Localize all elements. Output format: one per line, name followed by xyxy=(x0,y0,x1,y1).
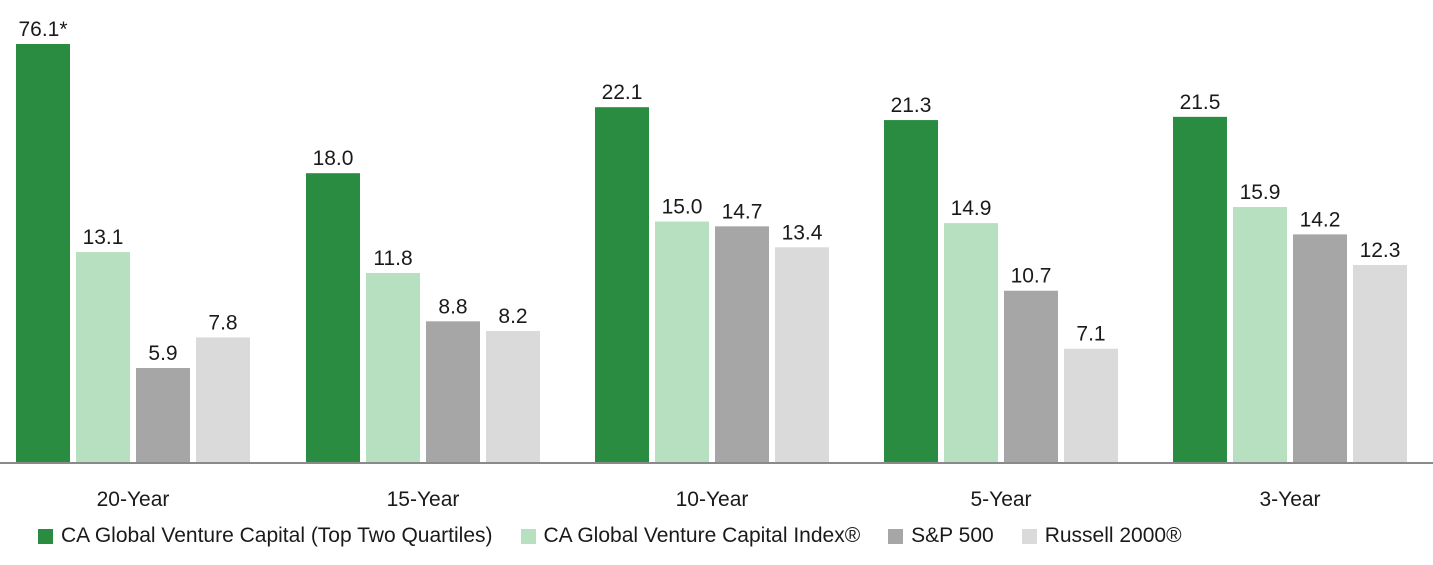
category-labels-group: 20-Year 15-Year 10-Year 5-Year 3-Year xyxy=(97,488,1321,510)
bar-value-label: 8.2 xyxy=(498,305,527,328)
legend-swatch-ca-index xyxy=(520,528,536,544)
bar xyxy=(366,273,420,463)
bar xyxy=(1293,234,1347,463)
legend-label: Russell 2000® xyxy=(1044,524,1182,547)
bar-value-label: 10.7 xyxy=(1011,265,1052,288)
bar xyxy=(306,173,360,463)
bar-value-label: 15.9 xyxy=(1240,181,1281,204)
bar xyxy=(426,321,480,463)
bar-value-label: 21.5 xyxy=(1180,91,1221,114)
bar-value-label: 12.3 xyxy=(1360,239,1401,262)
bar xyxy=(655,221,709,463)
bar xyxy=(1173,116,1227,463)
category-label: 15-Year xyxy=(387,488,460,510)
bar-labels-group: 76.1* 13.1 5.9 7.8 18.0 11.8 8.8 8.2 22.1 15.0 14.… xyxy=(18,18,1400,365)
category-label: 10-Year xyxy=(676,488,749,510)
bar-value-label: 11.8 xyxy=(373,247,412,270)
bar-value-label: 76.1* xyxy=(18,18,67,41)
bar xyxy=(595,107,649,463)
category-label: 3-Year xyxy=(1259,488,1320,510)
bar-value-label: 22.1 xyxy=(602,81,643,104)
bar-chart: 76.1* 13.1 5.9 7.8 18.0 11.8 8.8 8.2 22.1 15.0 14.… xyxy=(0,18,1433,510)
bar xyxy=(944,223,998,463)
legend-item-ca-top-two-quartiles: CA Global Venture Capital (Top Two Quart… xyxy=(38,524,493,548)
bar-value-label: 21.3 xyxy=(891,94,932,117)
bar xyxy=(486,330,540,463)
bar-value-label: 8.8 xyxy=(438,295,467,318)
bar xyxy=(16,44,70,463)
legend-label: S&P 500 xyxy=(911,524,994,547)
legend-item-ca-index: CA Global Venture Capital Index® xyxy=(520,524,861,548)
legend-swatch-sp500 xyxy=(888,528,904,544)
bar-value-label: 14.2 xyxy=(1300,208,1341,231)
bar-value-label: 14.7 xyxy=(722,200,763,223)
bar xyxy=(136,368,190,463)
bar-value-label: 5.9 xyxy=(148,342,177,365)
bar xyxy=(1353,264,1407,463)
bar xyxy=(1064,348,1118,463)
bars-group xyxy=(16,44,1407,463)
bar-value-label: 13.1 xyxy=(83,226,124,249)
bar xyxy=(715,226,769,463)
legend-swatch-ca-top-two-quartiles xyxy=(38,528,53,544)
legend: CA Global Venture Capital (Top Two Quart… xyxy=(38,524,1210,548)
bar xyxy=(1004,290,1058,463)
bar xyxy=(1233,207,1287,463)
legend-item-russell-2000: Russell 2000® xyxy=(1021,524,1182,548)
bar-value-label: 18.0 xyxy=(313,147,354,170)
bar-value-label: 7.1 xyxy=(1076,323,1105,346)
category-label: 5-Year xyxy=(970,488,1031,510)
bar-value-label: 13.4 xyxy=(782,221,823,244)
bar xyxy=(76,252,130,463)
bar xyxy=(884,120,938,463)
category-label: 20-Year xyxy=(97,488,170,510)
legend-label: CA Global Venture Capital (Top Two Quart… xyxy=(61,524,493,547)
legend-swatch-russell-2000 xyxy=(1021,528,1037,544)
bar-value-label: 7.8 xyxy=(208,311,237,334)
legend-item-sp500: S&P 500 xyxy=(888,524,994,548)
bar-value-label: 15.0 xyxy=(662,196,703,219)
bar xyxy=(775,247,829,463)
bar-value-label: 14.9 xyxy=(951,197,992,220)
legend-label: CA Global Venture Capital Index® xyxy=(543,524,861,547)
bar xyxy=(196,337,250,463)
